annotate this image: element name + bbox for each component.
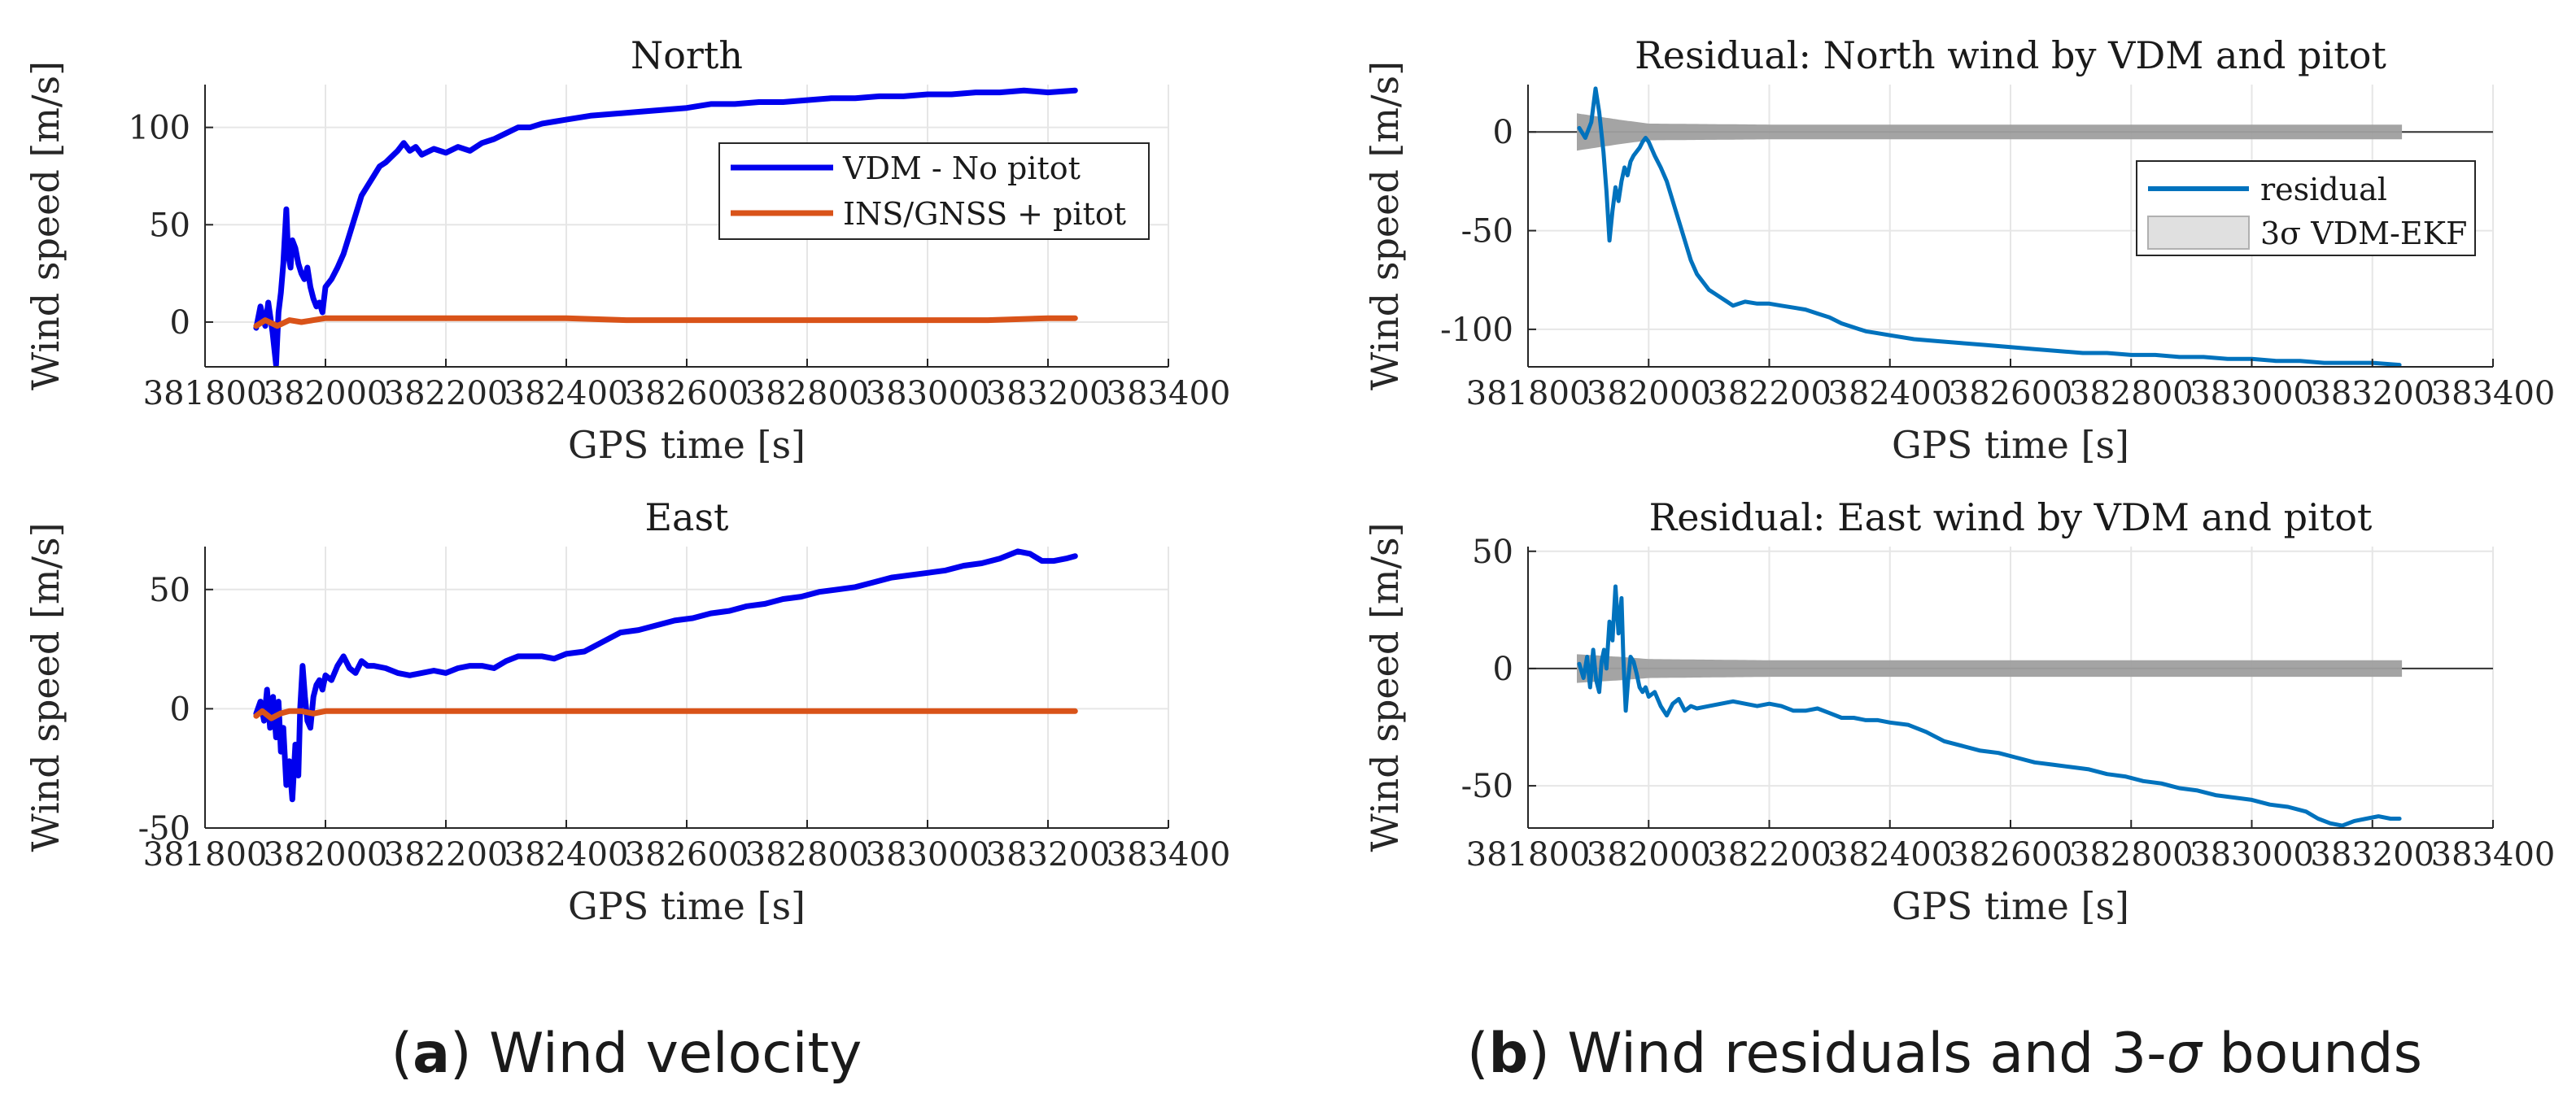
y-tick-label: 0 — [1493, 651, 1513, 688]
y-axis-label: Wind speed [m/s] — [24, 61, 68, 390]
series-line-0 — [1577, 86, 2402, 367]
plot-content — [253, 548, 1078, 803]
x-tick-label: 382200 — [1707, 375, 1832, 412]
x-axis-label: GPS time [s] — [1892, 423, 2129, 467]
chart-res_east: 3818003820003822003824003826003828003830… — [1363, 495, 2555, 928]
x-tick-label: 383200 — [2310, 375, 2434, 412]
x-tick-label: 383400 — [2431, 375, 2556, 412]
x-tick-label: 382800 — [745, 836, 870, 874]
legend-label: VDM - No pitot — [842, 150, 1081, 186]
x-tick-label: 383400 — [1107, 836, 1231, 874]
x-tick-label: 382600 — [1949, 375, 2073, 412]
caption-a: (a) Wind velocity — [391, 1022, 862, 1086]
y-tick-label: -50 — [138, 810, 190, 848]
x-tick-label: 382800 — [2069, 836, 2194, 874]
series-line-1 — [253, 708, 1078, 721]
x-tick-label: 382400 — [1827, 836, 1952, 874]
x-tick-label: 383200 — [986, 836, 1111, 874]
caption-a-text: Wind velocity — [472, 1022, 862, 1086]
chart-east: 3818003820003822003824003826003828003830… — [24, 495, 1230, 928]
x-tick-label: 381800 — [143, 375, 268, 412]
x-tick-label: 382200 — [1707, 836, 1832, 874]
y-tick-label: 50 — [149, 207, 190, 244]
series-line-0 — [253, 548, 1078, 803]
chart-title: Residual: North wind by VDM and pitot — [1635, 33, 2386, 77]
x-tick-label: 383400 — [1107, 375, 1231, 412]
x-tick-label: 382800 — [2069, 375, 2194, 412]
plot-content — [253, 87, 1078, 367]
caption-b-text-pre: Wind residuals and 3- — [1550, 1022, 2167, 1086]
chart-res_north: 3818003820003822003824003826003828003830… — [1363, 33, 2555, 467]
x-tick-label: 382800 — [745, 375, 870, 412]
x-tick-label: 382400 — [504, 836, 629, 874]
y-tick-label: 0 — [170, 691, 190, 728]
caption-b: (b) Wind residuals and 3-σ bounds — [1467, 1022, 2422, 1086]
x-tick-label: 382600 — [1949, 836, 2073, 874]
x-tick-label: 382200 — [384, 375, 509, 412]
y-axis-label: Wind speed [m/s] — [1363, 522, 1407, 852]
x-tick-label: 382600 — [625, 836, 749, 874]
x-tick-label: 383000 — [866, 836, 990, 874]
x-tick-label: 383000 — [866, 375, 990, 412]
x-tick-label: 383400 — [2431, 836, 2556, 874]
x-tick-label: 381800 — [143, 836, 268, 874]
x-tick-label: 382000 — [1587, 375, 1711, 412]
y-tick-label: -50 — [1461, 213, 1513, 251]
legend-label: INS/GNSS + pitot — [843, 196, 1126, 232]
x-tick-label: 381800 — [1466, 836, 1591, 874]
x-tick-label: 382400 — [504, 375, 629, 412]
x-tick-label: 382400 — [1827, 375, 1952, 412]
x-tick-label: 382000 — [1587, 836, 1711, 874]
sigma-band — [1577, 113, 2403, 151]
y-axis-label: Wind speed [m/s] — [24, 522, 68, 852]
x-tick-label: 382600 — [625, 375, 749, 412]
x-tick-label: 382000 — [264, 375, 388, 412]
x-tick-label: 383000 — [2190, 375, 2314, 412]
y-tick-label: 100 — [129, 110, 190, 147]
sigma-band — [1577, 654, 2403, 683]
x-tick-label: 381800 — [1466, 375, 1591, 412]
legend-label: 3σ VDM-EKF — [2260, 216, 2467, 251]
y-tick-label: 50 — [149, 572, 190, 609]
x-tick-label: 383000 — [2190, 836, 2314, 874]
y-tick-label: -100 — [1440, 312, 1513, 349]
plot-content — [1577, 86, 2403, 367]
legend-label: residual — [2260, 172, 2387, 207]
y-axis-label: Wind speed [m/s] — [1363, 61, 1407, 390]
y-tick-label: 0 — [1493, 114, 1513, 151]
caption-b-letter: b — [1489, 1022, 1529, 1086]
chart-title: North — [631, 33, 743, 77]
legend-box — [718, 142, 1150, 240]
plot-content — [1577, 584, 2403, 828]
y-tick-label: 0 — [170, 304, 190, 342]
series-line-1 — [253, 315, 1078, 329]
x-tick-label: 382200 — [384, 836, 509, 874]
chart-north: 3818003820003822003824003826003828003830… — [24, 33, 1230, 467]
y-tick-label: 50 — [1472, 534, 1513, 571]
series-line-0 — [1577, 584, 2402, 828]
caption-b-text-post: bounds — [2202, 1022, 2422, 1086]
legend-swatch-band — [2147, 216, 2250, 250]
x-tick-label: 383200 — [986, 375, 1111, 412]
x-tick-label: 383200 — [2310, 836, 2434, 874]
x-axis-label: GPS time [s] — [568, 884, 806, 928]
x-axis-label: GPS time [s] — [568, 423, 806, 467]
chart-title: East — [644, 495, 729, 539]
caption-b-sigma: σ — [2167, 1022, 2203, 1086]
caption-a-letter: a — [413, 1022, 450, 1086]
y-tick-label: -50 — [1461, 768, 1513, 805]
chart-title: Residual: East wind by VDM and pitot — [1649, 495, 2373, 539]
x-axis-label: GPS time [s] — [1892, 884, 2129, 928]
x-tick-label: 382000 — [264, 836, 388, 874]
series-line-0 — [253, 87, 1078, 367]
